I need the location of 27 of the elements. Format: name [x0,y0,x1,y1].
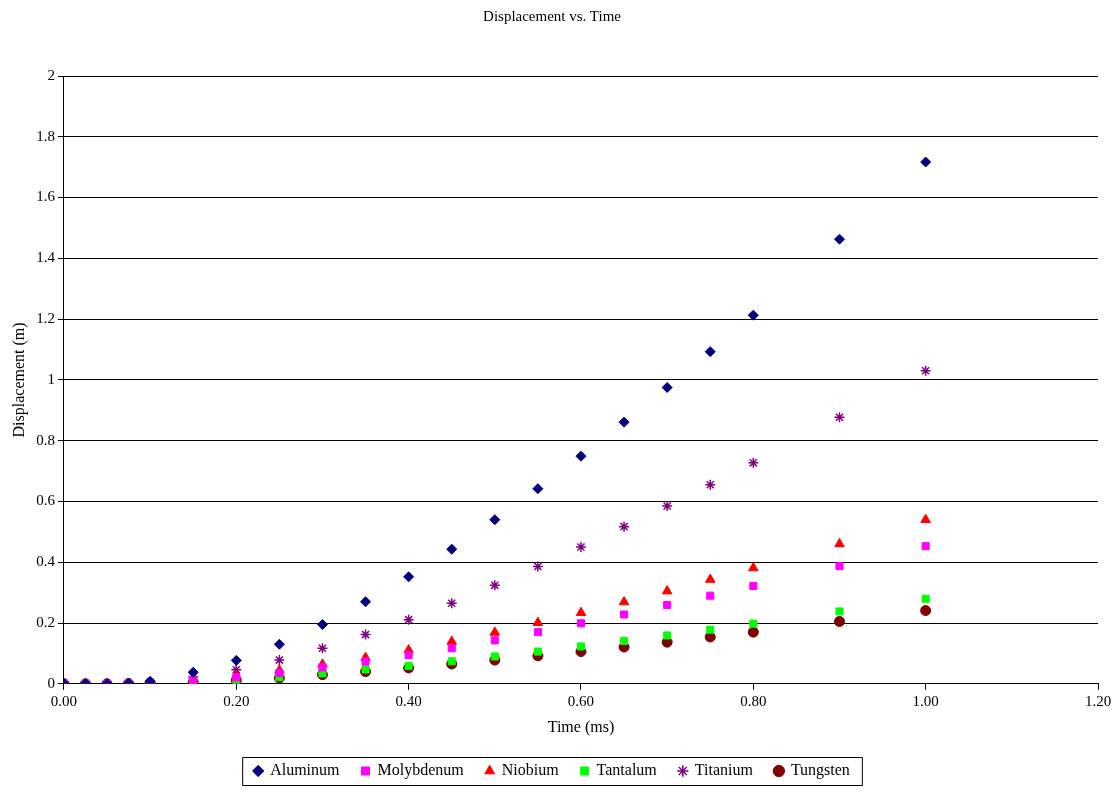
legend-label: Tungsten [790,761,850,780]
y-tick-label: 1.8 [36,127,55,144]
x-tick-label: 0.20 [223,692,250,709]
x-tick-label: 0.00 [50,692,78,709]
y-tick-label: 1.2 [36,310,55,327]
legend-label: Titanium [694,761,754,779]
x-axis-title: Time (ms) [547,717,615,736]
y-axis-title: Displacement (m) [9,322,28,438]
chart-title: Displacement vs. Time [483,7,622,24]
legend-label: Niobium [501,761,560,779]
y-tick-label: 0.4 [36,553,56,570]
y-tick-label: 1.6 [36,188,56,205]
legend-label: Aluminum [270,761,341,779]
x-tick-label: 0.40 [395,692,422,709]
x-tick-label: 1.00 [912,692,939,709]
y-tick-label: 0.6 [36,492,56,509]
legend-label: Tantalum [596,761,658,779]
x-tick-label: 0.80 [740,692,767,709]
y-tick-label: 2 [47,66,55,83]
y-tick-label: 0 [47,674,55,691]
x-tick-label: 1.20 [1084,692,1112,709]
y-tick-label: 1 [47,370,55,387]
y-tick-label: 0.8 [36,431,55,448]
x-tick-label: 0.60 [567,692,595,709]
y-tick-label: 0.2 [36,613,55,630]
legend-label: Molybdenum [377,761,465,780]
y-tick-label: 1.4 [36,249,56,266]
